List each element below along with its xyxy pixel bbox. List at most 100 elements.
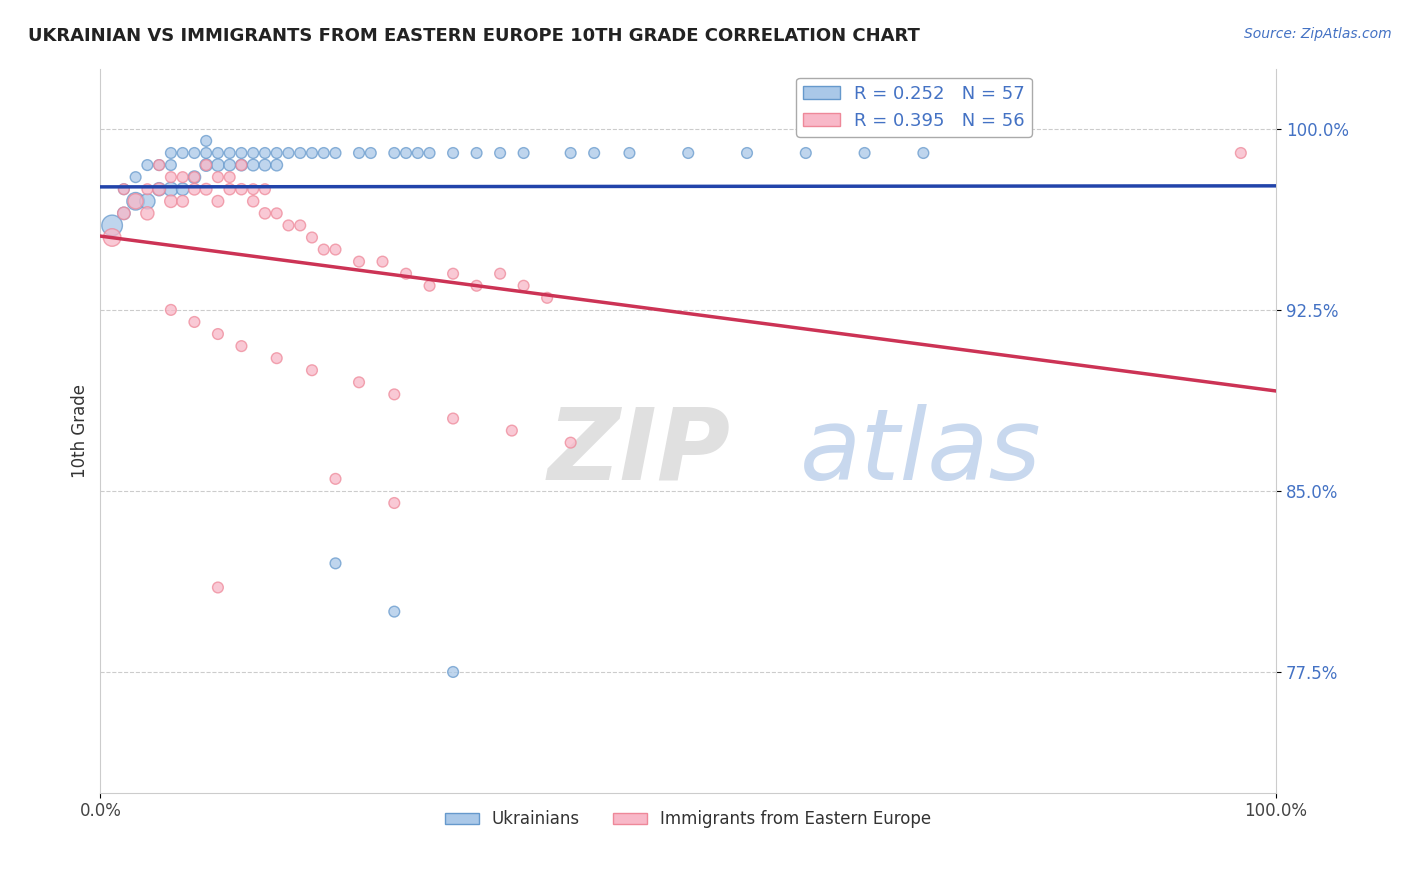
Point: [512, 278, 534, 293]
Point: [207, 194, 229, 209]
Point: [266, 146, 288, 161]
Point: [148, 158, 170, 172]
Point: [619, 146, 641, 161]
Point: [419, 278, 441, 293]
Point: [231, 339, 253, 353]
Point: [136, 194, 159, 209]
Point: [253, 206, 276, 220]
Legend: Ukrainians, Immigrants from Eastern Europe: Ukrainians, Immigrants from Eastern Euro…: [439, 804, 938, 835]
Point: [465, 278, 488, 293]
Point: [441, 267, 464, 281]
Point: [266, 206, 288, 220]
Point: [489, 267, 512, 281]
Point: [395, 267, 418, 281]
Point: [912, 146, 935, 161]
Point: [231, 158, 253, 172]
Point: [266, 351, 288, 366]
Y-axis label: 10th Grade: 10th Grade: [72, 384, 89, 477]
Point: [160, 146, 183, 161]
Point: [231, 158, 253, 172]
Point: [501, 424, 523, 438]
Point: [124, 194, 146, 209]
Point: [560, 435, 582, 450]
Point: [218, 158, 240, 172]
Point: [371, 254, 394, 268]
Point: [853, 146, 876, 161]
Point: [160, 302, 183, 317]
Point: [136, 182, 159, 196]
Point: [794, 146, 817, 161]
Point: [183, 146, 205, 161]
Point: [172, 182, 194, 196]
Point: [253, 146, 276, 161]
Point: [207, 581, 229, 595]
Text: atlas: atlas: [800, 404, 1042, 500]
Point: [136, 158, 159, 172]
Point: [160, 170, 183, 185]
Point: [218, 170, 240, 185]
Point: [207, 158, 229, 172]
Point: [560, 146, 582, 161]
Point: [112, 182, 135, 196]
Point: [242, 182, 264, 196]
Point: [195, 134, 218, 148]
Point: [242, 158, 264, 172]
Point: [441, 146, 464, 161]
Text: Source: ZipAtlas.com: Source: ZipAtlas.com: [1244, 27, 1392, 41]
Point: [406, 146, 429, 161]
Point: [325, 557, 347, 571]
Point: [277, 219, 299, 233]
Point: [172, 170, 194, 185]
Point: [101, 219, 124, 233]
Point: [160, 158, 183, 172]
Point: [207, 146, 229, 161]
Point: [395, 146, 418, 161]
Point: [290, 219, 312, 233]
Point: [347, 376, 370, 390]
Point: [290, 146, 312, 161]
Point: [347, 254, 370, 268]
Point: [148, 182, 170, 196]
Point: [441, 411, 464, 425]
Point: [419, 146, 441, 161]
Point: [183, 182, 205, 196]
Point: [347, 146, 370, 161]
Point: [360, 146, 382, 161]
Point: [382, 146, 405, 161]
Text: ZIP: ZIP: [547, 404, 730, 500]
Point: [242, 194, 264, 209]
Point: [195, 158, 218, 172]
Point: [124, 194, 146, 209]
Point: [218, 182, 240, 196]
Point: [218, 146, 240, 161]
Point: [242, 146, 264, 161]
Point: [583, 146, 606, 161]
Point: [312, 146, 335, 161]
Point: [301, 363, 323, 377]
Point: [266, 158, 288, 172]
Point: [325, 243, 347, 257]
Point: [325, 472, 347, 486]
Point: [112, 182, 135, 196]
Point: [195, 158, 218, 172]
Point: [489, 146, 512, 161]
Point: [207, 170, 229, 185]
Point: [183, 170, 205, 185]
Point: [382, 496, 405, 510]
Point: [253, 158, 276, 172]
Point: [735, 146, 758, 161]
Point: [253, 182, 276, 196]
Point: [112, 206, 135, 220]
Point: [160, 182, 183, 196]
Point: [172, 194, 194, 209]
Point: [195, 146, 218, 161]
Point: [676, 146, 699, 161]
Point: [160, 194, 183, 209]
Point: [183, 315, 205, 329]
Point: [148, 158, 170, 172]
Point: [231, 182, 253, 196]
Point: [382, 605, 405, 619]
Point: [112, 206, 135, 220]
Point: [148, 182, 170, 196]
Point: [136, 206, 159, 220]
